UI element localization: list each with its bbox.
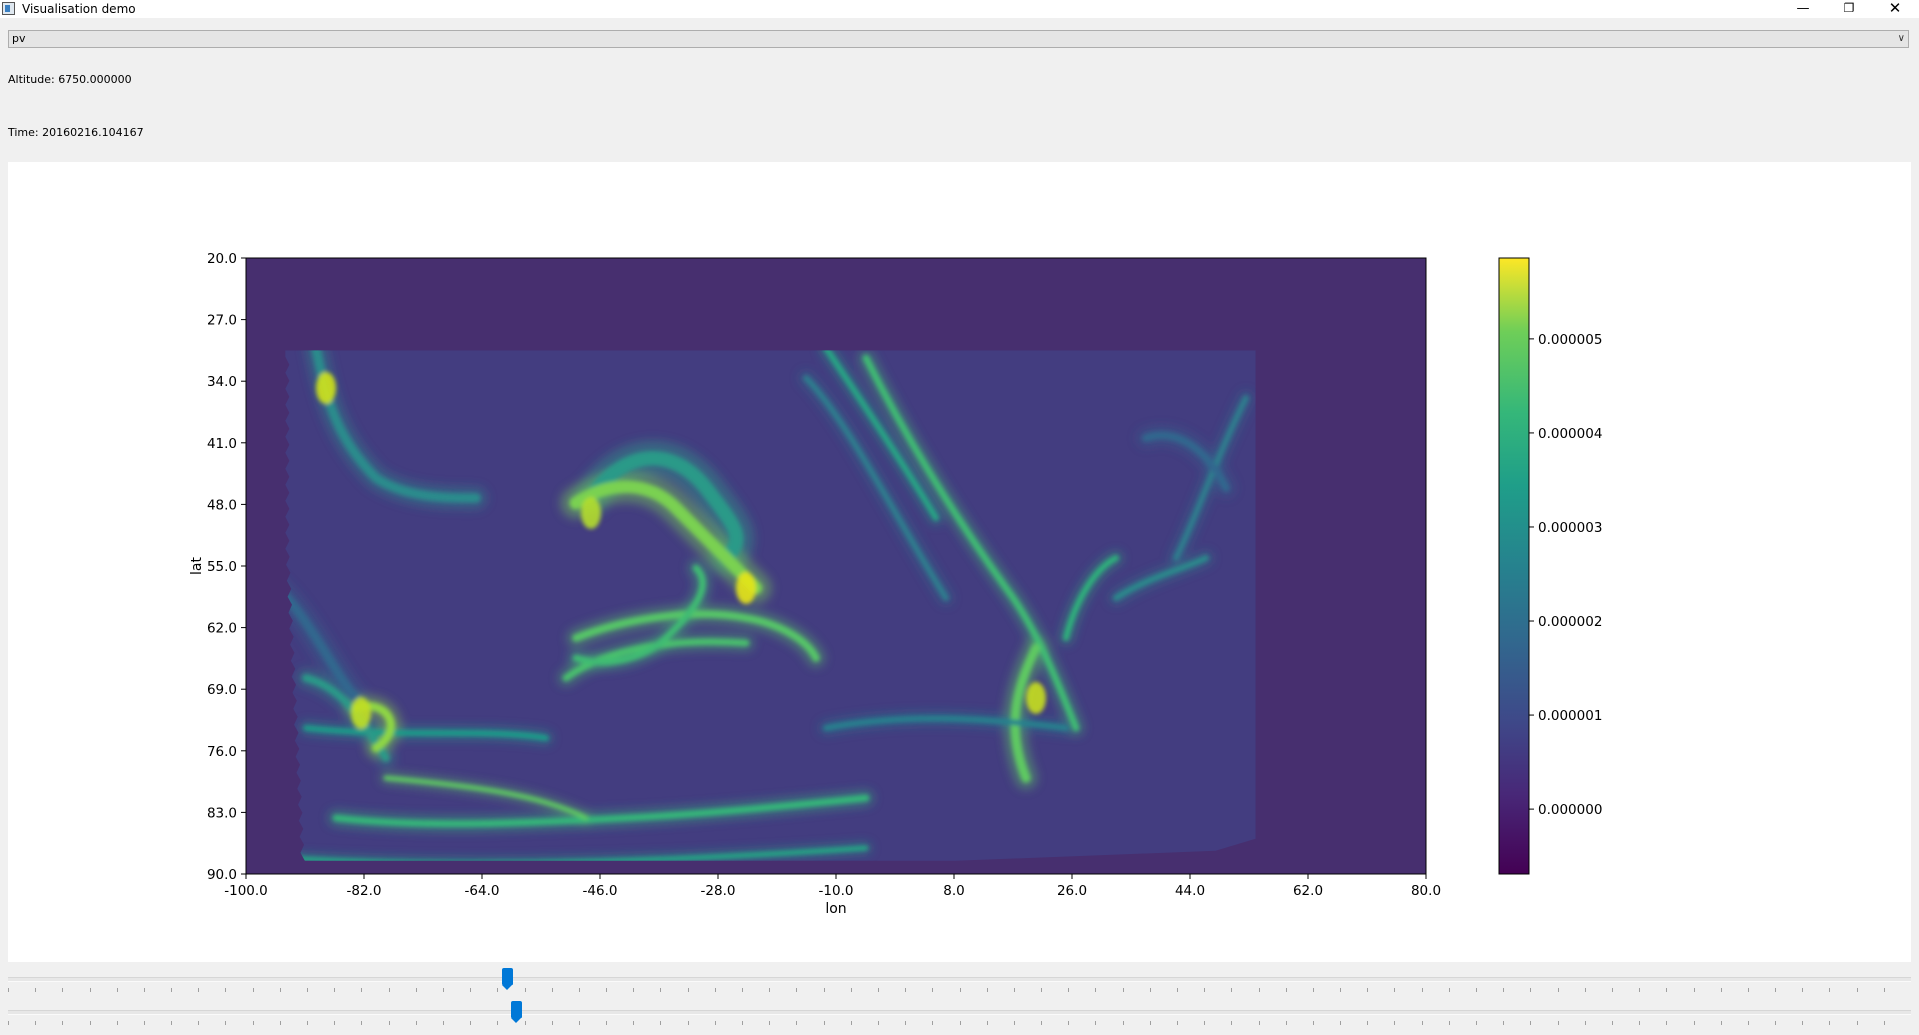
y-tick-label: 48.0 <box>207 497 237 513</box>
colorbar-tick-label: 0.000002 <box>1538 614 1602 630</box>
pv-heatmap-figure: -100.0 -82.0 -64.0 -46.0 -28.0 -10.0 8.0 26.0 44… <box>189 251 1602 917</box>
y-tick-label: 83.0 <box>207 805 237 821</box>
variable-select[interactable]: pv ∨ <box>8 30 1909 48</box>
y-tick-label: 76.0 <box>207 744 237 760</box>
colorbar-ticks: 0.000000 0.000001 0.000002 0.000003 0.000004… <box>1529 332 1602 818</box>
colorbar: 0.000000 0.000001 0.000002 0.000003 0.000004… <box>1498 257 1602 875</box>
colorbar-tick-label: 0.000004 <box>1538 426 1602 442</box>
x-tick-label: -82.0 <box>347 883 382 899</box>
x-tick-label: -10.0 <box>819 883 854 899</box>
y-tick-label: 27.0 <box>207 313 237 329</box>
y-axis: 20.0 27.0 34.0 41.0 48.0 55.0 62.0 69.0 76.0 83.0… <box>207 251 246 883</box>
y-tick-label: 90.0 <box>207 867 237 883</box>
time-slider-ticks <box>8 1021 1885 1025</box>
y-axis-label: lat <box>189 557 205 575</box>
y-tick-label: 34.0 <box>207 374 237 390</box>
restore-button[interactable]: ❐ <box>1843 1 1855 15</box>
heatmap-field <box>285 350 1256 861</box>
colorbar-tick-label: 0.000001 <box>1538 708 1602 724</box>
x-tick-label: -28.0 <box>701 883 736 899</box>
time-slider-groove[interactable] <box>8 1010 1911 1015</box>
minimize-button[interactable]: — <box>1796 1 1810 16</box>
variable-select-value: pv <box>12 32 26 45</box>
colorbar-tick-label: 0.000003 <box>1538 520 1602 536</box>
plot-canvas: -100.0 -82.0 -64.0 -46.0 -28.0 -10.0 8.0 26.0 44… <box>8 162 1911 962</box>
x-tick-label: 44.0 <box>1175 883 1205 899</box>
time-slider-handle[interactable] <box>511 1001 523 1023</box>
x-tick-label: 26.0 <box>1057 883 1087 899</box>
title-bar: Visualisation demo — ❐ ✕ <box>0 0 1919 18</box>
x-axis-label: lon <box>825 901 846 917</box>
colorbar-tick-label: 0.000000 <box>1538 802 1602 818</box>
x-tick-label: 62.0 <box>1293 883 1323 899</box>
time-slider[interactable] <box>8 999 1911 1025</box>
colorbar-gradient <box>1498 257 1530 875</box>
y-tick-label: 41.0 <box>207 436 237 452</box>
y-tick-label: 69.0 <box>207 682 237 698</box>
colorbar-tick-label: 0.000005 <box>1538 332 1602 348</box>
x-tick-label: -46.0 <box>583 883 618 899</box>
y-tick-label: 20.0 <box>207 251 237 267</box>
close-button[interactable]: ✕ <box>1888 0 1902 17</box>
y-tick-label: 62.0 <box>207 621 237 637</box>
x-axis: -100.0 -82.0 -64.0 -46.0 -28.0 -10.0 8.0 26.0 44… <box>224 874 1441 899</box>
x-tick-label: 80.0 <box>1411 883 1441 899</box>
x-tick-label: 8.0 <box>943 883 964 899</box>
altitude-slider-groove[interactable] <box>8 977 1911 982</box>
x-tick-label: -100.0 <box>224 883 268 899</box>
window-title: Visualisation demo <box>22 2 136 16</box>
x-tick-label: -64.0 <box>465 883 500 899</box>
altitude-label: Altitude: 6750.000000 <box>8 73 132 86</box>
altitude-slider[interactable] <box>8 966 1911 992</box>
app-icon <box>2 2 15 15</box>
chevron-down-icon[interactable]: ∨ <box>1897 33 1905 44</box>
altitude-slider-handle[interactable] <box>501 968 513 990</box>
time-label: Time: 20160216.104167 <box>8 126 144 139</box>
y-tick-label: 55.0 <box>207 559 237 575</box>
altitude-slider-ticks <box>8 988 1885 992</box>
